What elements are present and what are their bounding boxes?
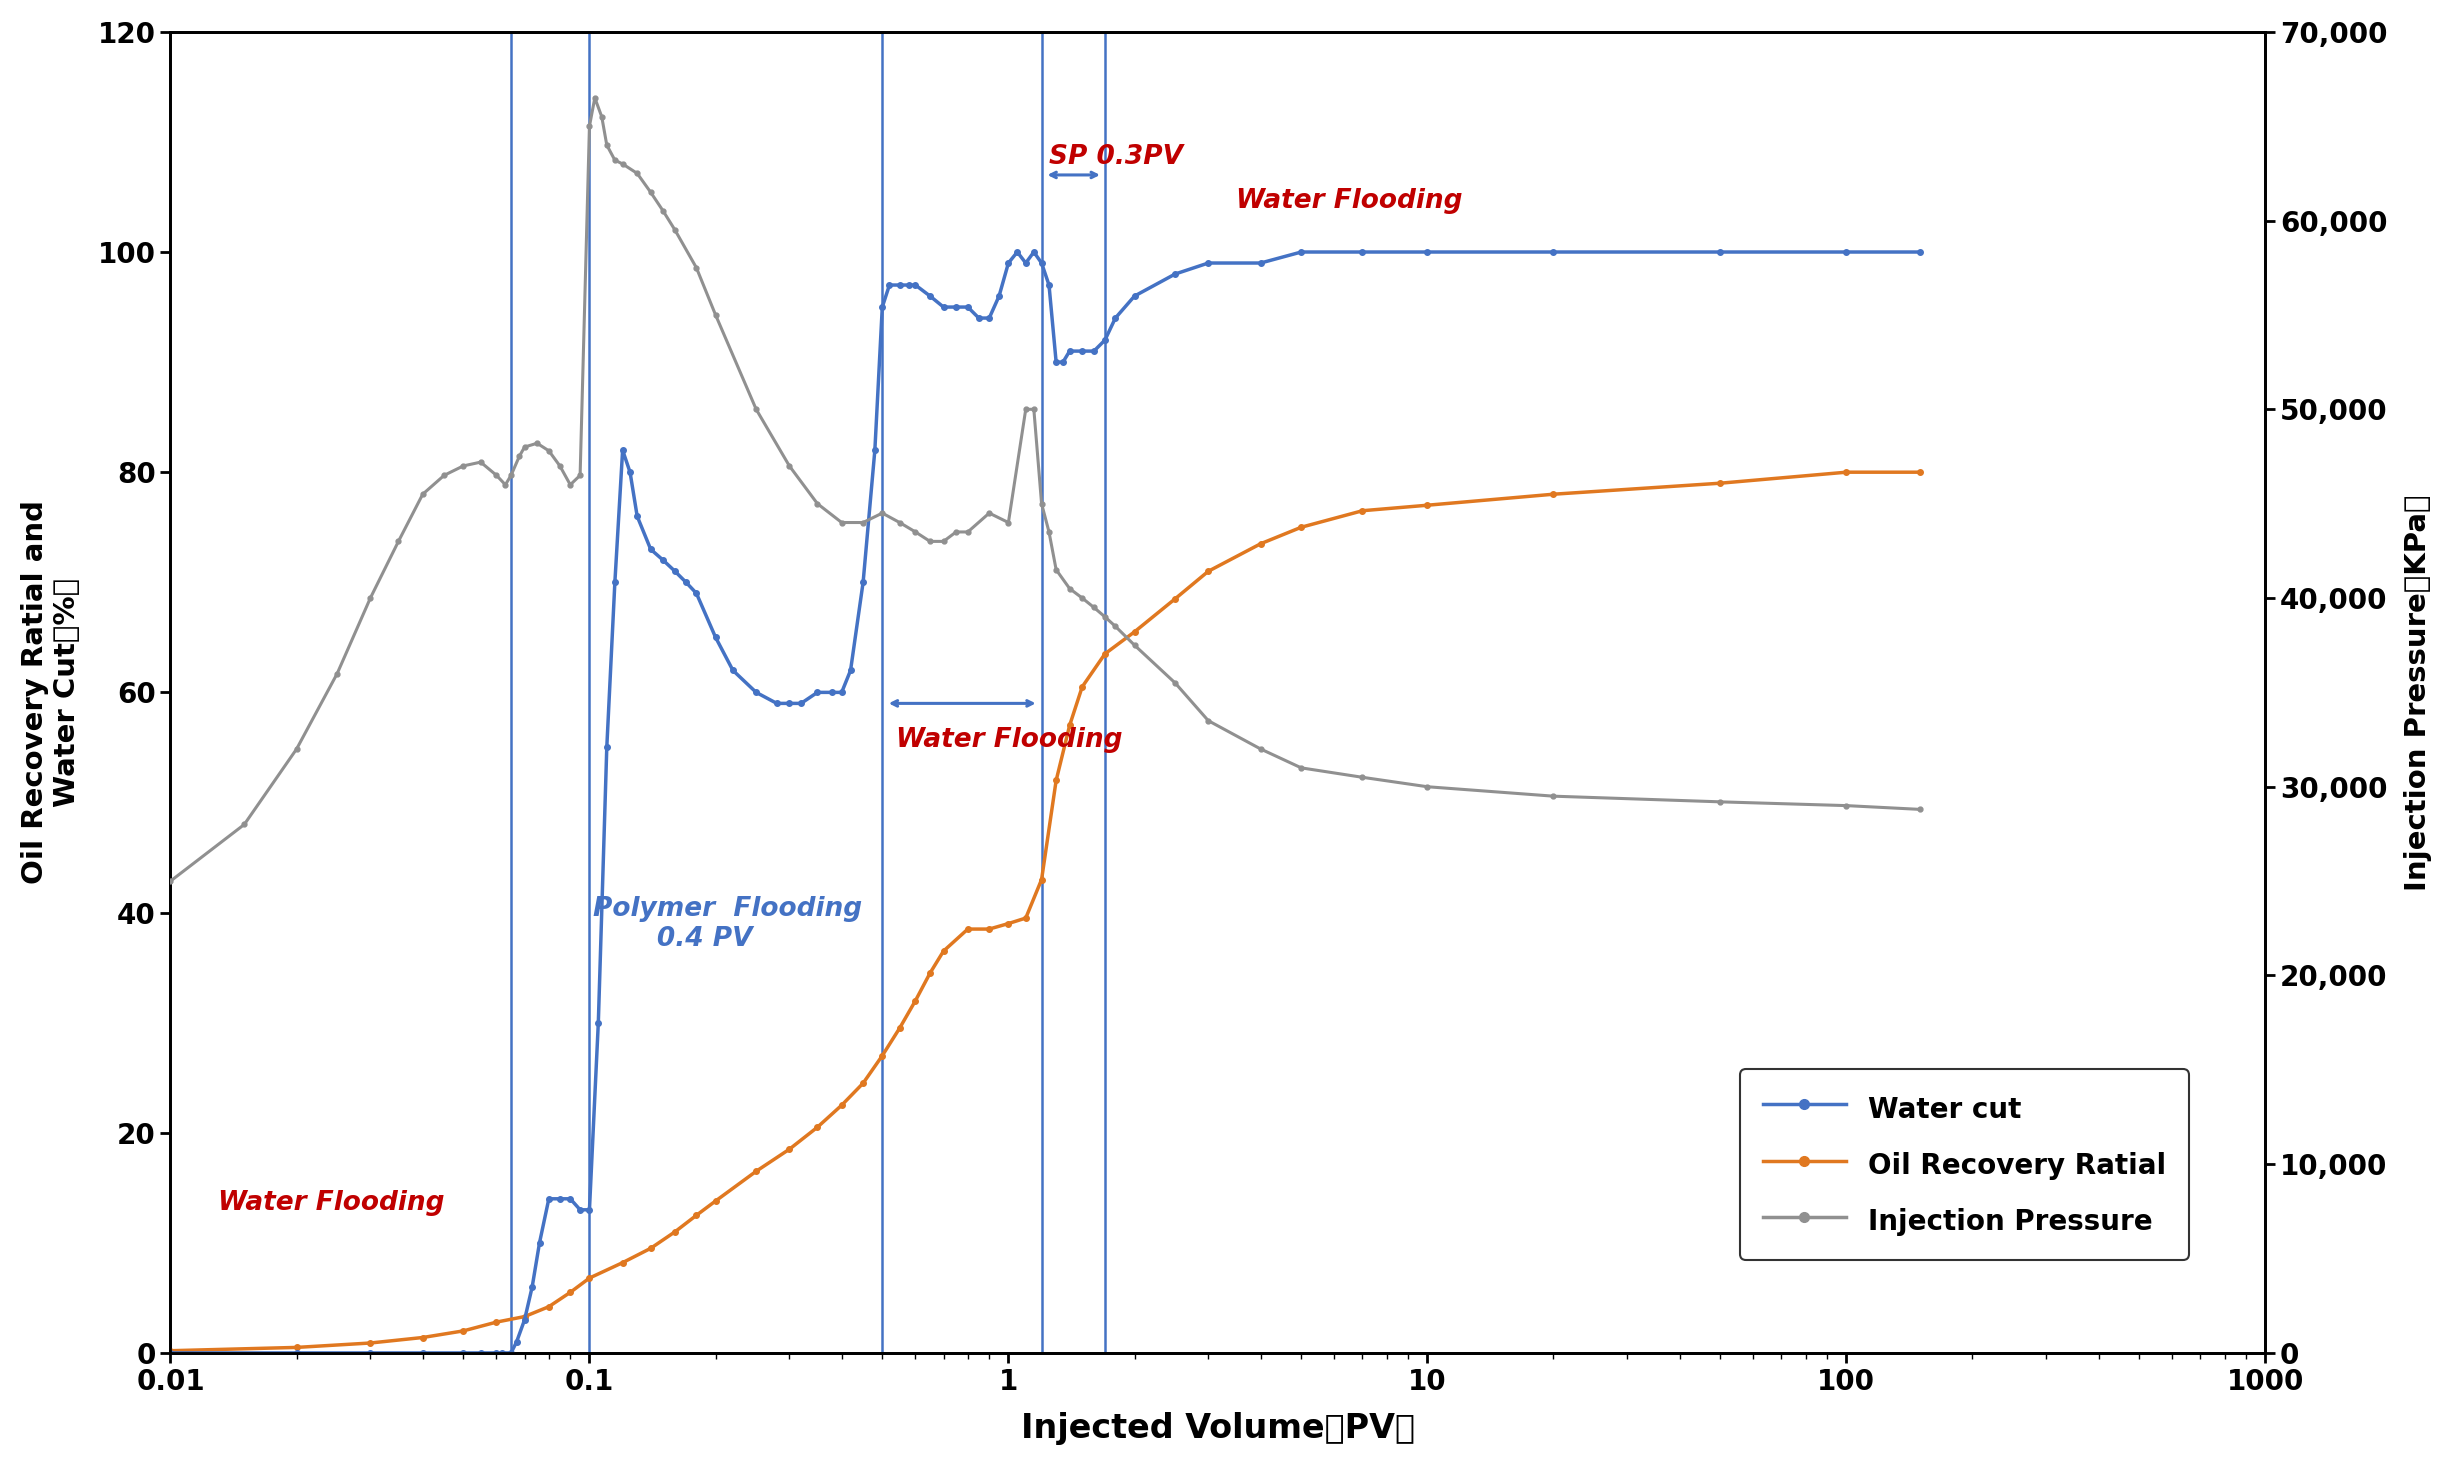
Oil Recovery Ratial (449, 1322, 478, 1340)
Injection Pressure (1055, 579, 1084, 597)
Water cut (155, 1344, 184, 1362)
Oil Recovery Ratial (1055, 717, 1084, 734)
Oil Recovery Ratial (886, 1019, 915, 1036)
Oil Recovery Ratial (868, 1047, 898, 1064)
Oil Recovery Ratial (574, 1270, 603, 1287)
Text: SP 0.3PV: SP 0.3PV (1050, 144, 1182, 170)
Oil Recovery Ratial (1246, 535, 1276, 553)
Oil Recovery Ratial (554, 1284, 584, 1302)
Water cut (648, 551, 677, 569)
Oil Recovery Ratial (915, 965, 944, 982)
Text: Water Flooding: Water Flooding (895, 727, 1123, 754)
Oil Recovery Ratial (282, 1338, 312, 1356)
Text: Water Flooding: Water Flooding (218, 1190, 444, 1215)
Oil Recovery Ratial (802, 1119, 832, 1136)
Line: Water cut: Water cut (167, 249, 1923, 1356)
Y-axis label: Injection Pressure（KPa）: Injection Pressure（KPa） (2404, 494, 2433, 891)
Injection Pressure (155, 872, 184, 890)
Water cut (741, 683, 770, 701)
Oil Recovery Ratial (1538, 485, 1567, 503)
Water cut (660, 563, 689, 581)
Oil Recovery Ratial (660, 1223, 689, 1240)
Oil Recovery Ratial (608, 1253, 638, 1271)
Oil Recovery Ratial (481, 1314, 510, 1331)
Oil Recovery Ratial (1906, 463, 1935, 481)
Line: Injection Pressure: Injection Pressure (169, 95, 1923, 884)
Oil Recovery Ratial (1067, 679, 1096, 696)
Oil Recovery Ratial (407, 1328, 437, 1346)
Injection Pressure (449, 457, 478, 475)
Oil Recovery Ratial (1160, 589, 1190, 607)
Oil Recovery Ratial (1413, 497, 1442, 515)
Oil Recovery Ratial (827, 1097, 856, 1114)
Injection Pressure (1906, 800, 1935, 818)
Oil Recovery Ratial (1705, 475, 1734, 493)
Oil Recovery Ratial (1121, 623, 1150, 641)
X-axis label: Injected Volume（PV）: Injected Volume（PV） (1020, 1412, 1415, 1445)
Oil Recovery Ratial (1195, 563, 1224, 581)
Oil Recovery Ratial (510, 1308, 540, 1325)
Oil Recovery Ratial (775, 1141, 805, 1158)
Oil Recovery Ratial (1285, 519, 1315, 537)
Text: Water Flooding: Water Flooding (1236, 188, 1462, 214)
Water cut (1003, 243, 1033, 261)
Water cut (1906, 243, 1935, 261)
Line: Oil Recovery Ratial: Oil Recovery Ratial (167, 469, 1923, 1353)
Oil Recovery Ratial (900, 992, 930, 1010)
Oil Recovery Ratial (635, 1240, 665, 1258)
Oil Recovery Ratial (356, 1334, 385, 1352)
Oil Recovery Ratial (741, 1163, 770, 1180)
Oil Recovery Ratial (1832, 463, 1862, 481)
Water cut (775, 695, 805, 712)
Oil Recovery Ratial (1011, 909, 1040, 927)
Water cut (876, 276, 905, 293)
Oil Recovery Ratial (1347, 501, 1376, 519)
Oil Recovery Ratial (1028, 871, 1057, 888)
Y-axis label: Oil Recovery Ratial and
Water Cut（%）: Oil Recovery Ratial and Water Cut（%） (20, 500, 81, 884)
Legend: Water cut, Oil Recovery Ratial, Injection Pressure: Water cut, Oil Recovery Ratial, Injectio… (1742, 1069, 2188, 1259)
Oil Recovery Ratial (1043, 771, 1072, 789)
Injection Pressure (579, 89, 608, 107)
Injection Pressure (481, 466, 510, 484)
Text: Polymer  Flooding
       0.4 PV: Polymer Flooding 0.4 PV (594, 896, 861, 951)
Oil Recovery Ratial (682, 1207, 711, 1224)
Injection Pressure (1413, 778, 1442, 796)
Oil Recovery Ratial (702, 1192, 731, 1209)
Injection Pressure (648, 202, 677, 220)
Oil Recovery Ratial (155, 1341, 184, 1359)
Injection Pressure (702, 306, 731, 324)
Oil Recovery Ratial (930, 943, 959, 960)
Oil Recovery Ratial (1089, 645, 1119, 663)
Oil Recovery Ratial (535, 1297, 564, 1315)
Oil Recovery Ratial (974, 921, 1003, 938)
Oil Recovery Ratial (849, 1075, 878, 1092)
Oil Recovery Ratial (954, 921, 984, 938)
Water cut (554, 1190, 584, 1208)
Oil Recovery Ratial (993, 915, 1023, 932)
